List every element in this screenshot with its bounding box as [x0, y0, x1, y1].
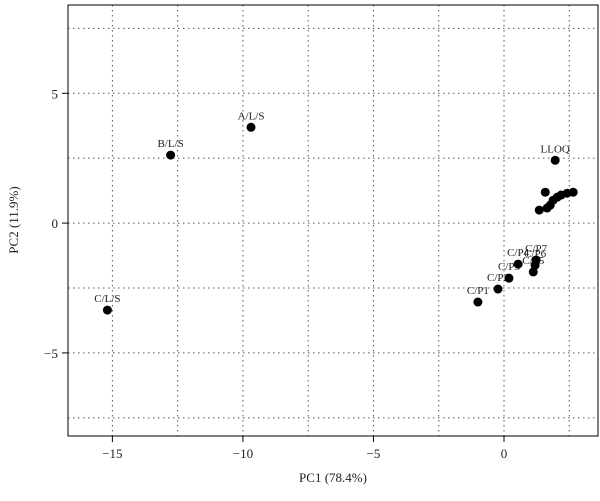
- point: [246, 122, 256, 132]
- point: [531, 255, 541, 265]
- point: [568, 187, 578, 197]
- point-label: C/P4: [507, 247, 530, 259]
- point-label: A/L/S: [238, 110, 265, 122]
- point: [166, 150, 176, 160]
- point-label: B/L/S: [157, 138, 183, 150]
- point: [550, 155, 560, 165]
- point-label: LLOQ: [541, 143, 570, 155]
- point: [540, 187, 550, 197]
- point: [102, 305, 112, 315]
- x-tick-label: 0: [501, 446, 508, 461]
- x-tick-label: −10: [233, 446, 253, 461]
- point-label: C/P6: [524, 248, 547, 260]
- x-tick-label: −15: [102, 446, 122, 461]
- point: [513, 259, 523, 269]
- plot-frame: [67, 4, 599, 437]
- point: [504, 273, 514, 283]
- y-tick-label: −5: [44, 346, 58, 361]
- y-axis-label: PC2 (11.9%): [6, 186, 21, 253]
- point-label: C/P1: [467, 285, 489, 297]
- point-label: C/L/S: [94, 293, 120, 305]
- y-tick-label: 5: [52, 86, 59, 101]
- point: [528, 267, 538, 277]
- point: [493, 284, 503, 294]
- point: [534, 205, 544, 215]
- x-axis-label: PC1 (78.4%): [299, 470, 367, 485]
- point-label: C/P2: [487, 272, 509, 284]
- y-tick-label: 0: [52, 216, 59, 231]
- point: [473, 297, 483, 307]
- point-label: C/P7: [525, 243, 548, 255]
- x-tick-label: −5: [367, 446, 381, 461]
